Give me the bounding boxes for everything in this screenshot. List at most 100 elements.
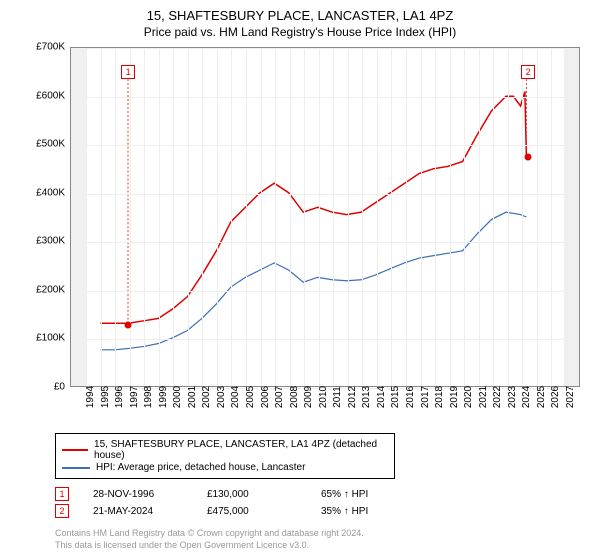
transaction-marker: 1 <box>55 487 69 501</box>
x-tick-label: 2027 <box>565 386 576 408</box>
transaction-delta: 35% ↑ HPI <box>321 506 411 517</box>
gridline-v <box>173 48 174 386</box>
gridline-v <box>275 48 276 386</box>
x-tick-label: 2014 <box>376 386 387 408</box>
gridline-v <box>362 48 363 386</box>
plot-inner: 12 <box>86 48 564 386</box>
x-tick-label: 2000 <box>172 386 183 408</box>
gridline-v <box>464 48 465 386</box>
transactions-table: 1 28-NOV-1996 £130,000 65% ↑ HPI 2 21-MAY-202… <box>55 487 590 518</box>
gridline-v <box>566 48 567 386</box>
x-tick-label: 2022 <box>492 386 503 408</box>
x-tick-label: 2010 <box>318 386 329 408</box>
footer-line1: Contains HM Land Registry data © Crown c… <box>55 528 590 540</box>
y-tick-label: £500K <box>25 139 65 150</box>
gridline-v <box>522 48 523 386</box>
y-tick-label: £700K <box>25 42 65 53</box>
transaction-price: £475,000 <box>207 506 297 517</box>
x-tick-label: 2012 <box>347 386 358 408</box>
gridline-v <box>246 48 247 386</box>
gridline-v <box>435 48 436 386</box>
x-tick-label: 2003 <box>216 386 227 408</box>
x-tick-label: 2008 <box>289 386 300 408</box>
legend-label: HPI: Average price, detached house, Lanc… <box>96 462 305 473</box>
legend-swatch <box>62 449 88 451</box>
legend-item: 15, SHAFTESBURY PLACE, LANCASTER, LA1 4P… <box>62 439 388 461</box>
x-tick-label: 2020 <box>463 386 474 408</box>
x-tick-label: 2005 <box>245 386 256 408</box>
gridline-v <box>450 48 451 386</box>
gridline-v <box>537 48 538 386</box>
y-axis: £0£100K£200K£300K£400K£500K£600K£700K <box>25 47 67 407</box>
x-tick-label: 2018 <box>434 386 445 408</box>
transaction-date: 28-NOV-1996 <box>93 489 183 500</box>
transaction-price: £130,000 <box>207 489 297 500</box>
transaction-marker: 2 <box>55 504 69 518</box>
x-tick-label: 1995 <box>100 386 111 408</box>
gridline-v <box>202 48 203 386</box>
x-tick-label: 2019 <box>449 386 460 408</box>
gridline-v <box>217 48 218 386</box>
y-tick-label: £300K <box>25 236 65 247</box>
x-tick-label: 2021 <box>478 386 489 408</box>
x-tick-label: 2009 <box>303 386 314 408</box>
x-tick-label: 2017 <box>420 386 431 408</box>
gridline-v <box>188 48 189 386</box>
gridline-v <box>101 48 102 386</box>
gridline-v <box>290 48 291 386</box>
legend-swatch <box>62 467 90 469</box>
gridline-v <box>231 48 232 386</box>
transaction-date: 21-MAY-2024 <box>93 506 183 517</box>
x-tick-label: 2023 <box>507 386 518 408</box>
y-tick-label: £400K <box>25 187 65 198</box>
gridline-v <box>421 48 422 386</box>
gridline-v <box>348 48 349 386</box>
chart-title: 15, SHAFTESBURY PLACE, LANCASTER, LA1 4P… <box>10 8 590 23</box>
gridline-v <box>406 48 407 386</box>
y-tick-label: £200K <box>25 284 65 295</box>
gridline-v <box>261 48 262 386</box>
x-tick-label: 2002 <box>201 386 212 408</box>
gridline-v <box>115 48 116 386</box>
gridline-v <box>551 48 552 386</box>
gridline-v <box>508 48 509 386</box>
gridline-v <box>333 48 334 386</box>
marker-box: 1 <box>121 65 135 79</box>
x-tick-label: 2024 <box>521 386 532 408</box>
gridline-v <box>493 48 494 386</box>
transaction-row: 2 21-MAY-2024 £475,000 35% ↑ HPI <box>55 504 590 518</box>
gridline-v <box>86 48 87 386</box>
chart-subtitle: Price paid vs. HM Land Registry's House … <box>10 25 590 39</box>
x-tick-label: 2025 <box>536 386 547 408</box>
series-line <box>100 212 526 350</box>
gridline-v <box>479 48 480 386</box>
chart-area: £0£100K£200K£300K£400K£500K£600K£700K 12… <box>25 47 585 407</box>
gridline-v <box>159 48 160 386</box>
x-axis: 1994199519961997199819992000200120022003… <box>70 389 580 407</box>
marker-dot <box>525 154 532 161</box>
gridline-v <box>377 48 378 386</box>
x-tick-label: 2016 <box>405 386 416 408</box>
x-tick-label: 1997 <box>129 386 140 408</box>
footer-line2: This data is licensed under the Open Gov… <box>55 540 590 552</box>
x-tick-label: 1999 <box>158 386 169 408</box>
x-tick-label: 1996 <box>114 386 125 408</box>
legend: 15, SHAFTESBURY PLACE, LANCASTER, LA1 4P… <box>55 433 395 479</box>
plot: 12 <box>70 47 580 387</box>
legend-item: HPI: Average price, detached house, Lanc… <box>62 462 388 473</box>
gridline-v <box>319 48 320 386</box>
x-tick-label: 2007 <box>274 386 285 408</box>
marker-dot <box>125 321 132 328</box>
transaction-delta: 65% ↑ HPI <box>321 489 411 500</box>
legend-label: 15, SHAFTESBURY PLACE, LANCASTER, LA1 4P… <box>94 439 388 461</box>
marker-box: 2 <box>521 65 535 79</box>
x-tick-label: 2026 <box>550 386 561 408</box>
gridline-v <box>144 48 145 386</box>
y-tick-label: £100K <box>25 333 65 344</box>
gridline-v <box>304 48 305 386</box>
x-tick-label: 2006 <box>260 386 271 408</box>
gridline-v <box>130 48 131 386</box>
x-tick-label: 1998 <box>143 386 154 408</box>
gridline-v <box>391 48 392 386</box>
x-tick-label: 2001 <box>187 386 198 408</box>
